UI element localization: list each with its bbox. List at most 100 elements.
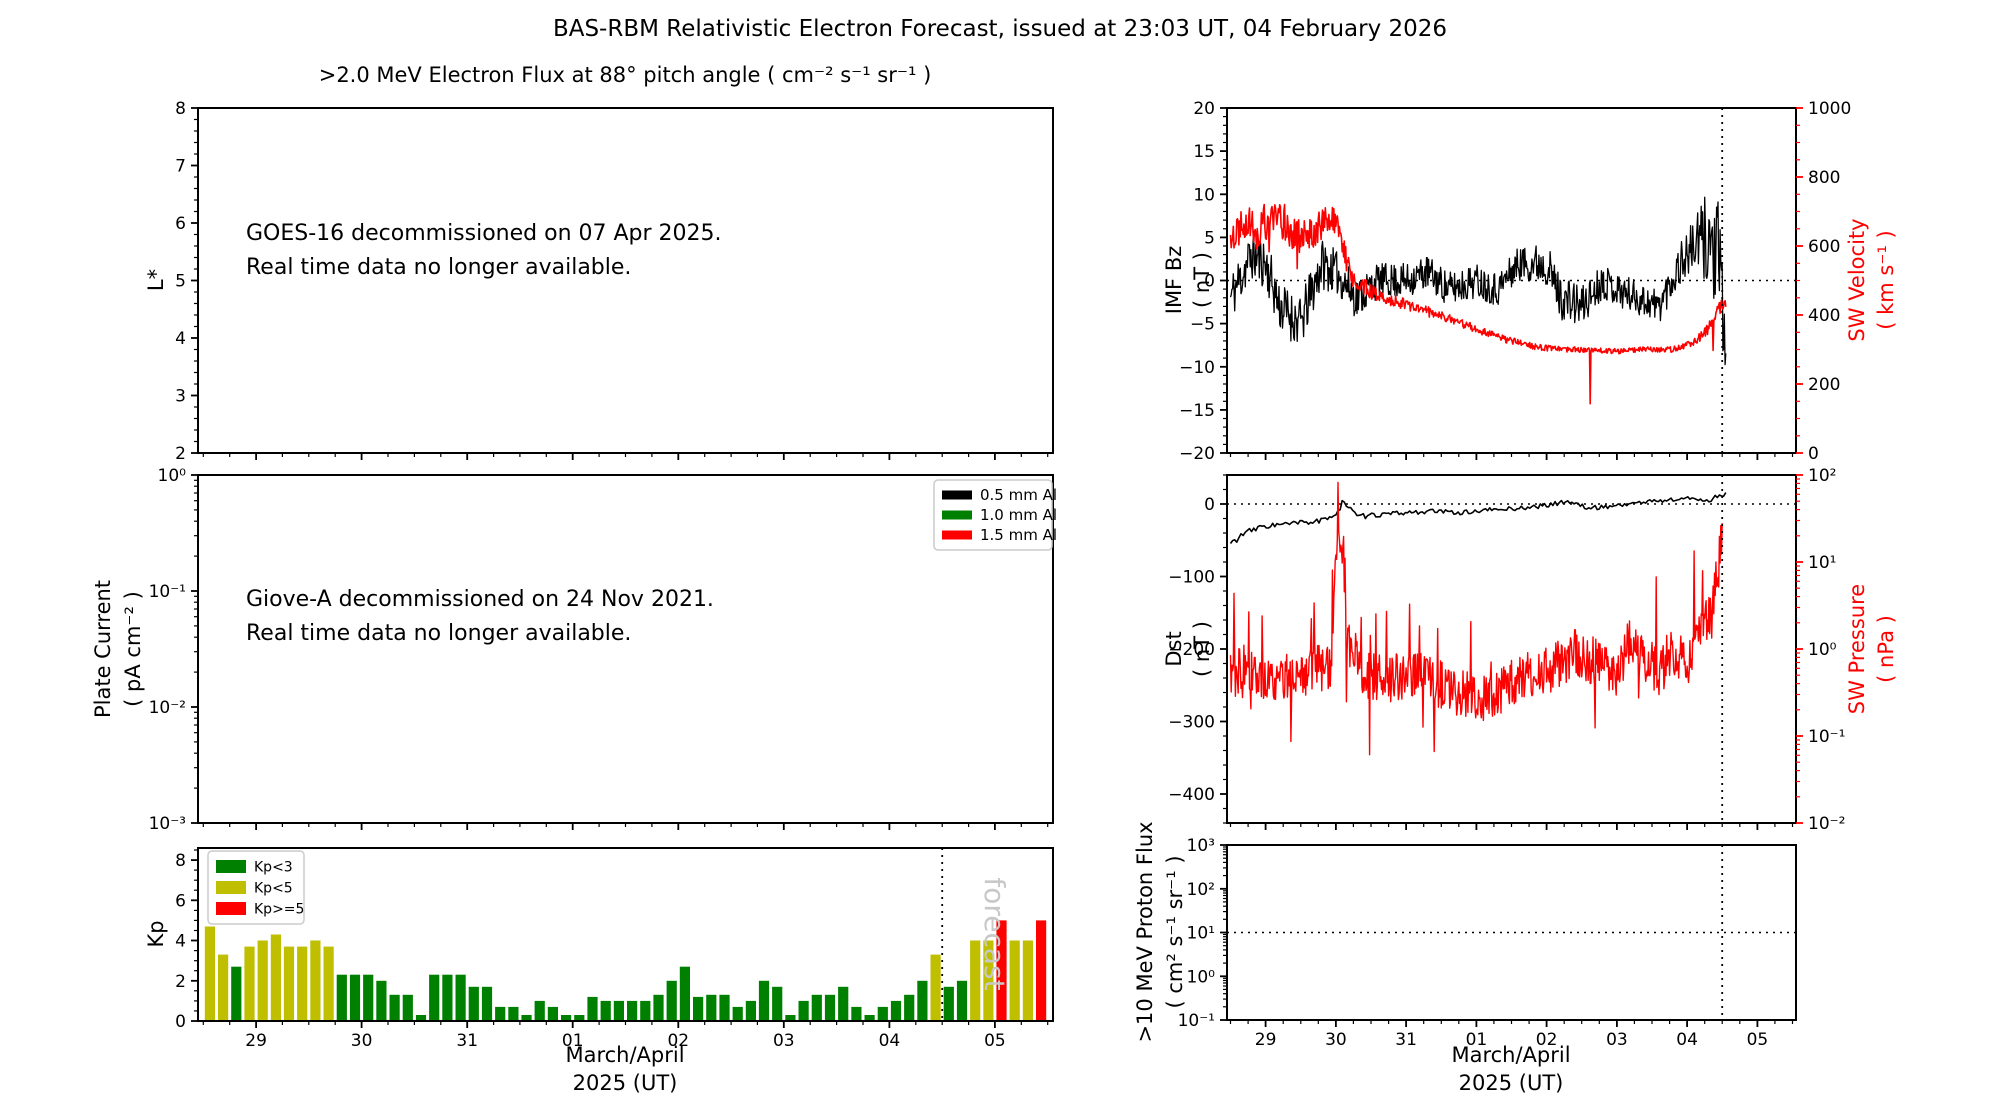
kp-bar [508,1006,519,1021]
kp-bar [838,986,849,1021]
y-tick-label: 0 [1808,444,1819,464]
kp-bar [218,954,229,1021]
kp-bar [534,1000,545,1021]
plate-current-ylabel-line2: ( pA cm⁻² ) [121,591,145,707]
legend-label: 0.5 mm Al [980,486,1057,504]
kp-bar [231,966,242,1021]
y-tick-label: 7 [175,157,186,177]
kp-bar [1036,920,1047,1021]
y-tick-label: 10⁻² [1808,814,1845,834]
kp-bar [561,1015,572,1021]
legend-swatch [216,881,246,894]
plate-current-axes: 10⁰ 10⁻¹ 10⁻² 10⁻³ 0.5 mm Al 1.0 mm Al 1.5 mm … [149,466,1057,834]
y-tick-label: 20 [1193,99,1215,119]
x-tick-label: 03 [773,1031,795,1051]
y-tick-label: 10² [1808,466,1836,486]
kp-bar [521,1015,532,1021]
x-tick-label: 31 [1395,1030,1417,1050]
y-tick-label: 8 [175,851,186,871]
series-imf-bz [1229,196,1727,366]
y-tick-label: 10⁻² [149,698,186,718]
kp-bar [864,1015,875,1021]
x-tick-label: 30 [1325,1030,1347,1050]
electron-flux-axes: 2 3 4 5 6 7 8 [175,99,1054,464]
y-tick-label: 0 [175,1012,186,1032]
kp-bar [613,1000,624,1021]
dst-ylabel-line1: Dst [1162,631,1186,666]
plate-current-annotation-line1: Giove-A decommissioned on 24 Nov 2021. [246,587,714,612]
kp-bar [389,994,400,1021]
panel-dst-sw-pressure: 0 −100 −200 −300 −400 10² 10¹ 10⁰ 10⁻¹ 10⁻² Dst (… [1162,466,1898,834]
kp-bar [363,974,374,1021]
kp-bar [481,986,493,1021]
kp-xlabel-line2: 2025 (UT) [573,1071,678,1095]
y-tick-label: −400 [1168,785,1215,805]
kp-bar [244,946,255,1021]
x-tick-label: 31 [456,1031,478,1051]
y-tick-label: 10⁻³ [149,814,186,834]
y-tick-label: 10 [1193,185,1215,205]
x-tick-label: 05 [1747,1030,1769,1050]
proton-flux-axes: 29 30 31 01 02 03 04 05 10³ 10² 10¹ 10⁰ 10⁻¹ [1178,836,1797,1050]
kp-bar [930,954,941,1021]
x-tick-label: 01 [1466,1030,1488,1050]
proton-flux-ylabel-line1: >10 MeV Proton Flux [1133,821,1157,1042]
kp-bar [627,1000,638,1021]
kp-bar [640,1000,651,1021]
kp-bar [587,996,598,1021]
kp-bar [943,986,954,1021]
y-tick-label: 10⁻¹ [149,582,186,602]
y-tick-label: −10 [1179,358,1215,378]
y-tick-label: 4 [175,329,186,349]
y-tick-label: 800 [1808,168,1840,188]
kp-bar [297,946,308,1021]
kp-bar [1022,940,1033,1021]
kp-bar [653,994,664,1021]
y-tick-label: 10⁻¹ [1178,1011,1215,1031]
kp-bar [270,934,281,1021]
kp-bar [890,1000,902,1021]
y-tick-label: 10⁰ [1808,640,1837,660]
x-tick-label: 04 [1676,1030,1698,1050]
kp-bar [693,996,704,1021]
kp-bar [679,966,690,1021]
y-tick-label: 15 [1193,142,1215,162]
series-sw-velocity [1229,203,1727,405]
kp-bar [310,940,321,1021]
y-tick-label: 5 [175,272,186,292]
series-sw-pressure [1229,481,1723,756]
proton-flux-xlabel-line1: March/April [1451,1043,1570,1067]
y-tick-label: −20 [1179,444,1215,464]
y-tick-label: −15 [1179,401,1215,421]
x-tick-label: 03 [1606,1030,1628,1050]
x-tick-label: 02 [1536,1030,1558,1050]
kp-bar [758,980,770,1021]
kp-bar [257,940,268,1021]
plate-current-annotation-line2: Real time data no longer available. [246,621,631,646]
electron-flux-ylabel: L* [144,269,168,291]
kp-bar [455,974,466,1021]
y-tick-label: 400 [1808,306,1840,326]
imf-bz-ylabel-line1: IMF Bz [1162,246,1186,315]
sw-velocity-ylabel-line2: ( km s⁻¹ ) [1874,230,1898,329]
panel-proton-flux: 29 30 31 01 02 03 04 05 10³ 10² 10¹ 10⁰ 10⁻¹ >10 MeV… [1133,821,1797,1095]
x-tick-label: 29 [1255,1030,1277,1050]
electron-flux-annotation-line2: Real time data no longer available. [246,255,631,280]
kp-bar [574,1015,585,1021]
legend-label: Kp<5 [254,881,293,897]
y-tick-label: 2 [175,444,186,464]
kp-bar [402,994,413,1021]
kp-bar [468,986,479,1021]
y-tick-label: 1000 [1808,99,1851,119]
kp-bar [323,946,334,1021]
kp-bar [666,980,677,1021]
kp-bar [706,994,717,1021]
legend-swatch [942,510,972,520]
x-tick-label: 30 [351,1031,373,1051]
kp-bar [983,940,994,1021]
kp-bar [811,994,822,1021]
y-tick-label: 2 [175,972,186,992]
kp-bar [904,994,915,1021]
y-tick-label: 6 [175,891,186,911]
y-tick-label: 10⁰ [158,466,187,486]
